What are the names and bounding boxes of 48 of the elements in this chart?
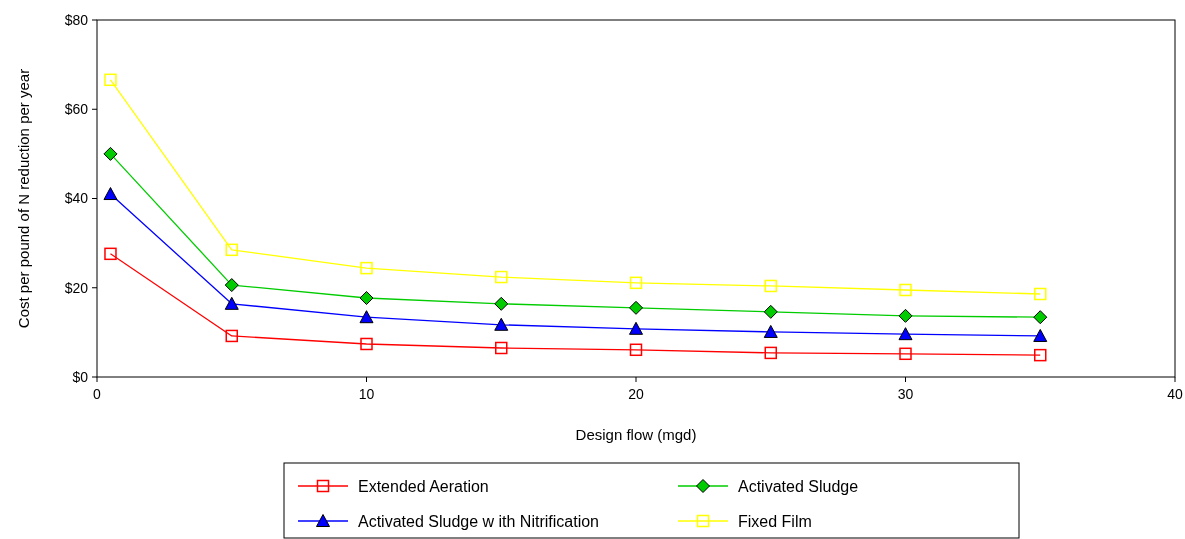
point [103, 146, 118, 161]
y-tick-label: $60 [64, 101, 89, 118]
point [1033, 328, 1048, 342]
x-tick-label: 40 [1167, 386, 1183, 402]
point [899, 283, 912, 297]
x-tick-label: 20 [628, 386, 644, 402]
point [1034, 287, 1047, 301]
point [495, 341, 508, 355]
point [104, 73, 117, 87]
point [104, 247, 117, 261]
point [224, 278, 239, 293]
x-tick-label: 0 [93, 386, 102, 402]
point [360, 261, 373, 275]
y-axis-title: Cost per pound of N reduction per year [15, 68, 32, 329]
point [359, 310, 374, 324]
point [763, 324, 778, 338]
point [225, 329, 238, 343]
point [495, 270, 508, 284]
legend-label: Fixed Film [738, 512, 812, 530]
point [225, 243, 238, 257]
point [764, 346, 777, 360]
point [1033, 310, 1048, 325]
point [224, 296, 239, 310]
legend-label: Activated Sludge [738, 477, 859, 495]
point [103, 187, 118, 201]
point [359, 291, 374, 306]
point [494, 317, 509, 331]
point [764, 279, 777, 293]
point [629, 343, 643, 357]
point [899, 347, 912, 361]
x-axis-title: Design flow (mgd) [575, 426, 697, 443]
x-tick-label: 30 [897, 386, 914, 402]
y-tick-label: $20 [64, 279, 89, 296]
point [629, 276, 643, 290]
y-tick-label: $0 [72, 368, 89, 385]
y-tick-label: $40 [64, 190, 89, 207]
point [360, 337, 373, 351]
x-tick-label: 10 [358, 386, 375, 402]
legend-label: Extended Aeration [358, 477, 489, 495]
point [629, 300, 643, 315]
point [494, 296, 509, 311]
point [629, 321, 643, 335]
point [898, 308, 913, 323]
point [1034, 348, 1047, 362]
point [898, 327, 913, 341]
legend-label: Activated Sludge w ith Nitrification [358, 512, 599, 530]
y-tick-label: $80 [64, 11, 89, 28]
point [763, 304, 778, 319]
